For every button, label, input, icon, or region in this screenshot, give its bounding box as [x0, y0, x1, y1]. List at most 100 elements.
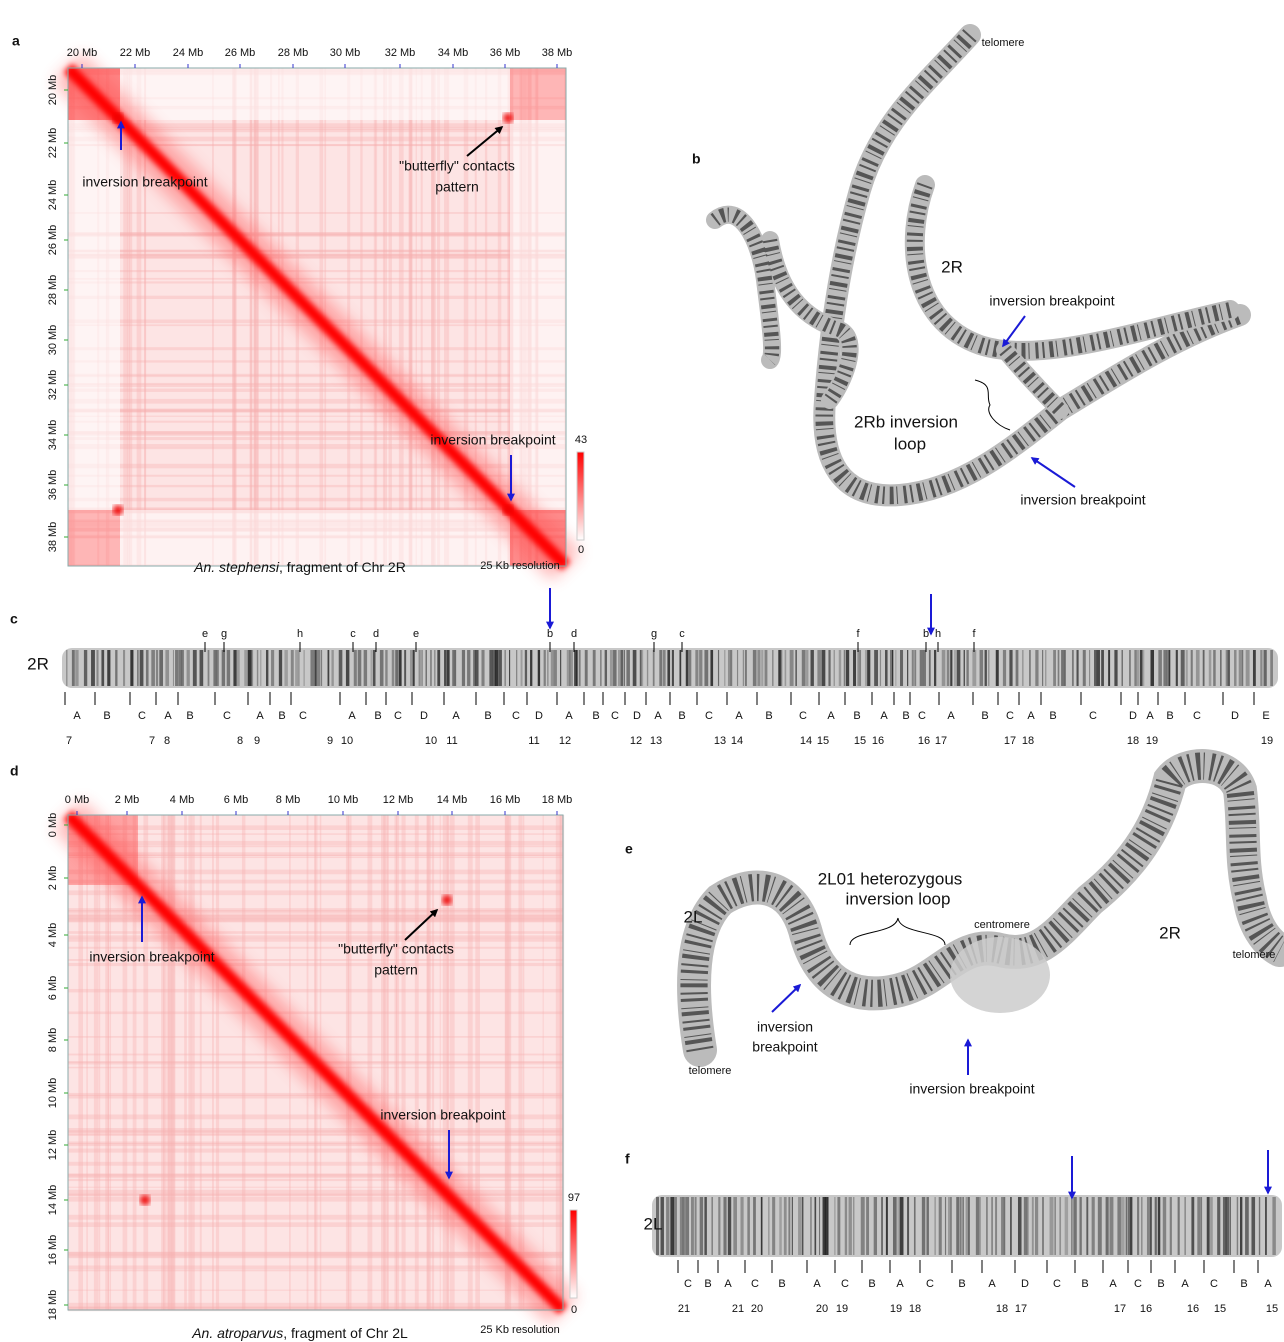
- texture: [68, 447, 566, 450]
- chromosome-band: [852, 1197, 855, 1255]
- texture: [431, 68, 435, 566]
- diagonal: [63, 810, 568, 1315]
- subband-label: b: [923, 628, 929, 640]
- texture: [122, 815, 128, 1310]
- texture: [68, 879, 563, 884]
- chromosome-band: [1197, 1197, 1201, 1255]
- band-label: A: [1109, 1278, 1117, 1290]
- division-label: 15: [817, 735, 829, 747]
- chromosome-band: [801, 650, 806, 686]
- chromosome-band: [1270, 650, 1273, 686]
- texture: [68, 1092, 563, 1096]
- chromosome-band: [159, 650, 164, 686]
- chromosome-band: [979, 650, 984, 686]
- chromosome-band: [772, 1197, 776, 1255]
- band-label: C: [223, 710, 231, 722]
- texture: [484, 68, 488, 566]
- division-label: 19: [1146, 735, 1158, 747]
- chromosome-band: [1195, 650, 1200, 686]
- chromosome-band: [956, 1197, 960, 1255]
- chromosome-band: [778, 650, 782, 686]
- band-label: A: [164, 710, 172, 722]
- chromosome-band: [1071, 650, 1074, 686]
- block: [120, 510, 510, 566]
- chromosome-band: [574, 650, 578, 686]
- division-label: 21: [732, 1303, 744, 1315]
- texture: [68, 360, 566, 363]
- resolution: 25 Kb resolution: [480, 560, 560, 572]
- chromosome-band: [824, 1197, 828, 1255]
- texture: [446, 815, 450, 1310]
- chromosome-band: [843, 650, 846, 686]
- chromosome-band: [357, 650, 362, 686]
- band-label: B: [765, 710, 772, 722]
- chromosome-band: [710, 650, 714, 686]
- arm-label: 2L: [684, 907, 703, 926]
- texture: [68, 269, 566, 273]
- texture: [68, 1173, 563, 1178]
- chromosome-band: [699, 1197, 704, 1255]
- y-tick-label: 2 Mb: [47, 866, 59, 890]
- chromosome-band: [1010, 1197, 1012, 1255]
- chromosome-band: [271, 650, 275, 686]
- texture: [68, 962, 563, 967]
- chromosome-band: [1169, 1197, 1172, 1255]
- division-label: 14: [731, 735, 743, 747]
- texture: [129, 68, 133, 566]
- chromosome-band: [867, 650, 871, 686]
- annotation: breakpoint: [752, 1039, 817, 1055]
- chromosome-band: [667, 650, 671, 686]
- subband-label: c: [679, 628, 685, 640]
- chromosome-band: [314, 650, 317, 686]
- texture: [68, 1094, 563, 1099]
- division-label: 13: [650, 735, 662, 747]
- chromosome-band: [372, 650, 376, 686]
- chromosome-band: [560, 650, 562, 686]
- arrow: [1030, 457, 1076, 488]
- chromosome-band: [730, 650, 733, 686]
- chromosome-band: [76, 650, 79, 686]
- texture: [78, 815, 83, 1310]
- band-label: A: [827, 710, 835, 722]
- chromosome-band: [673, 1197, 677, 1255]
- arm-label: 2L: [644, 1214, 663, 1233]
- texture: [408, 68, 413, 566]
- y-tick-label: 26 Mb: [47, 225, 59, 256]
- chromosome-band: [828, 650, 831, 686]
- annotation: "butterfly" contacts: [399, 158, 515, 174]
- texture: [68, 1173, 563, 1177]
- chromosome-band: [1157, 1197, 1161, 1255]
- x-tick-label: 18 Mb: [542, 794, 573, 806]
- chromosome-band: [461, 650, 466, 686]
- chromosome-band: [71, 650, 75, 686]
- texture: [437, 68, 441, 566]
- band-label: D: [420, 710, 428, 722]
- chromosome-band: [659, 650, 663, 686]
- division-label: 10: [425, 735, 437, 747]
- block: [120, 68, 510, 120]
- texture: [542, 815, 544, 1310]
- texture: [68, 1148, 563, 1153]
- chromosome-band: [1064, 650, 1066, 686]
- chromosome-band: [165, 650, 170, 686]
- chromosome-band: [975, 1197, 980, 1255]
- arm-label: 2R: [27, 654, 49, 673]
- texture: [68, 931, 563, 934]
- texture: [105, 815, 110, 1310]
- chromosome-band: [892, 650, 894, 686]
- texture: [190, 815, 195, 1310]
- texture: [474, 68, 477, 566]
- texture: [431, 815, 435, 1310]
- chromosome-band: [679, 1197, 684, 1255]
- x-tick-label: 2 Mb: [115, 794, 139, 806]
- texture: [68, 136, 566, 142]
- texture: [172, 815, 176, 1310]
- chromosome-band: [632, 650, 637, 686]
- annotation: telomere: [982, 37, 1025, 49]
- chromosome-band: [1185, 650, 1188, 686]
- chromosome-band: [950, 1197, 952, 1255]
- chromosome-arm: [813, 24, 1251, 507]
- division-label: 18: [996, 1303, 1008, 1315]
- chromosome-band: [1184, 1197, 1186, 1255]
- texture: [68, 250, 566, 253]
